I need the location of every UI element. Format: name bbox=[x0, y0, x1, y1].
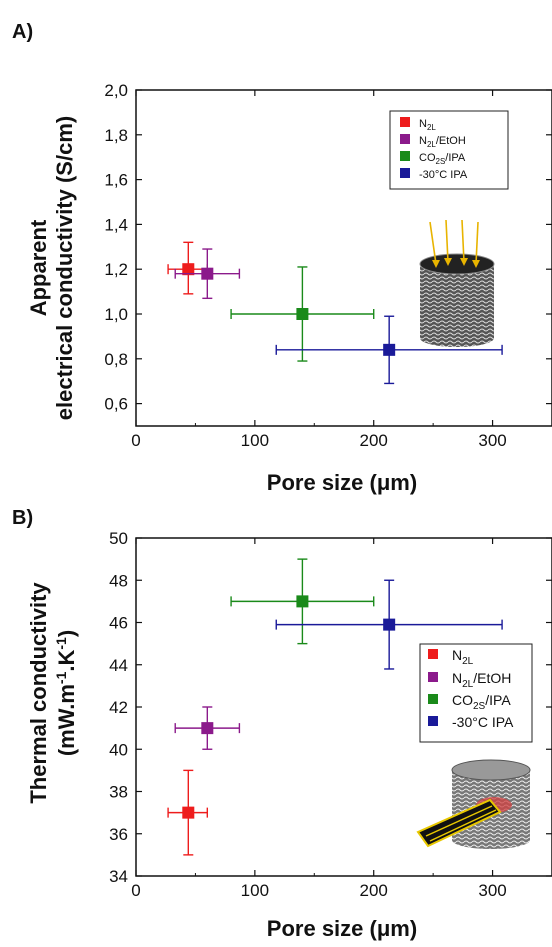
data-marker bbox=[383, 343, 396, 356]
legend-b-marker-n2l-etoh bbox=[428, 672, 438, 682]
legend-b-marker-n2l bbox=[428, 649, 438, 659]
panel-a-plot-area: 0 100 200 300 0,6 0,8 1,0 1,2 1,4 1,6 1,8 2,0 bbox=[104, 81, 552, 450]
panel-a-y-axis-title: Apparent electrical conductivity (S/cm) bbox=[26, 116, 77, 420]
panel-b-y-tick-label: 40 bbox=[109, 740, 128, 759]
legend-a-label-minus30-ipa: -30°C IPA bbox=[419, 169, 468, 181]
panel-a-y-tick-label: 1,6 bbox=[104, 171, 128, 190]
legend-a-marker-n2l-etoh bbox=[400, 134, 410, 144]
panel-b-y-tick-label: 48 bbox=[109, 571, 128, 590]
panel-b-y-tick-label: 46 bbox=[109, 614, 128, 633]
panel-b-y-tick-label: 36 bbox=[109, 825, 128, 844]
data-marker bbox=[182, 263, 195, 276]
panel-b-x-tick-label: 200 bbox=[360, 881, 388, 900]
legend-b-marker-minus30-ipa bbox=[428, 716, 438, 726]
panel-a-axes-frame bbox=[135, 89, 552, 427]
panel-b-plot-area: 0 100 200 300 34 36 38 40 42 44 46 48 50 bbox=[109, 529, 552, 900]
panel-a-y-tick-label: 1,4 bbox=[104, 215, 128, 234]
panel-a-x-tick-label: 100 bbox=[241, 431, 269, 450]
panel-b-x-tick-label: 100 bbox=[241, 881, 269, 900]
legend-a-marker-n2l bbox=[400, 117, 410, 127]
legend-b-marker-co2s-ipa bbox=[428, 694, 438, 704]
panel-a-y-tick-label: 1,0 bbox=[104, 305, 128, 324]
legend-a-label-co2s-ipa: CO2S/IPA bbox=[419, 152, 466, 166]
panel-b-legend-box bbox=[419, 643, 533, 743]
panel-a: A) Apparent electrical conductivity (S/c… bbox=[12, 21, 552, 495]
data-marker bbox=[383, 618, 396, 631]
panel-a-y-tick-label: 0,6 bbox=[104, 395, 128, 414]
legend-a-marker-minus30-ipa bbox=[400, 168, 410, 178]
panel-a-x-tick-label: 0 bbox=[131, 431, 140, 450]
panel-a-y-tick-label: 1,8 bbox=[104, 126, 128, 145]
panel-b-y-tick-label: 34 bbox=[109, 867, 128, 886]
panel-b-x-tick-label: 0 bbox=[131, 881, 140, 900]
data-marker bbox=[296, 595, 309, 608]
panel-b-y-title-line-1: Thermal conductivity bbox=[26, 582, 51, 804]
panel-b-y-title-line-2: (mW.m-1.K-1) bbox=[53, 630, 79, 756]
data-marker bbox=[201, 722, 214, 735]
legend-b-label-minus30-ipa: -30°C IPA bbox=[452, 714, 514, 730]
panel-a-x-tick-label: 200 bbox=[360, 431, 388, 450]
panel-a-point-n2l-etoh bbox=[174, 248, 241, 300]
panel-a-y-title-line-2: electrical conductivity (S/cm) bbox=[52, 116, 77, 420]
panel-b-point-co2s-ipa bbox=[230, 558, 375, 645]
panel-b-point-n2l bbox=[167, 769, 209, 856]
panel-a-x-axis-title: Pore size (μm) bbox=[267, 470, 417, 495]
panel-b-y-tick-label: 50 bbox=[109, 529, 128, 548]
legend-b-label-co2s-ipa: CO2S/IPA bbox=[452, 692, 511, 712]
panel-a-y-tick-label: 0,8 bbox=[104, 350, 128, 369]
panel-a-point-co2s-ipa bbox=[230, 266, 375, 362]
panel-a-label: A) bbox=[12, 21, 33, 43]
data-marker bbox=[182, 806, 195, 819]
legend-a-marker-co2s-ipa bbox=[400, 151, 410, 161]
panel-b-y-tick-label: 44 bbox=[109, 656, 128, 675]
cylinder-with-thermal-sensor-icon bbox=[416, 759, 531, 849]
panel-b-y-tick-label: 42 bbox=[109, 698, 128, 717]
panel-b: B) Thermal conductivity (mW.m-1.K-1) 0 10… bbox=[12, 507, 552, 941]
panel-b-x-tick-label: 300 bbox=[478, 881, 506, 900]
panel-b-y-tick-label: 38 bbox=[109, 783, 128, 802]
cylinder-with-electrical-probe-icon bbox=[419, 219, 495, 347]
data-marker bbox=[296, 308, 309, 320]
panel-a-y-tick-label: 2,0 bbox=[104, 81, 128, 100]
panel-b-y-axis-title: Thermal conductivity (mW.m-1.K-1) bbox=[26, 582, 79, 804]
panel-a-legend: N2L N2L/EtOH CO2S/IPA -30°C IPA bbox=[389, 110, 509, 190]
data-marker bbox=[201, 267, 214, 280]
panel-b-point--30-c-ipa bbox=[275, 579, 503, 670]
panel-b-point-n2l-etoh bbox=[174, 706, 241, 750]
legend-a-label-n2l-etoh: N2L/EtOH bbox=[419, 135, 466, 149]
panel-a-y-title-line-1: Apparent bbox=[26, 219, 51, 316]
panel-b-x-axis-title: Pore size (μm) bbox=[267, 916, 417, 941]
panel-a-y-tick-label: 1,2 bbox=[104, 260, 128, 279]
panel-a-x-tick-label: 300 bbox=[478, 431, 506, 450]
panel-a-point--30-c-ipa bbox=[275, 315, 503, 385]
panel-b-label: B) bbox=[12, 507, 33, 529]
panel-b-legend: N2L N2L/EtOH CO2S/IPA -30°C IPA bbox=[419, 643, 533, 743]
